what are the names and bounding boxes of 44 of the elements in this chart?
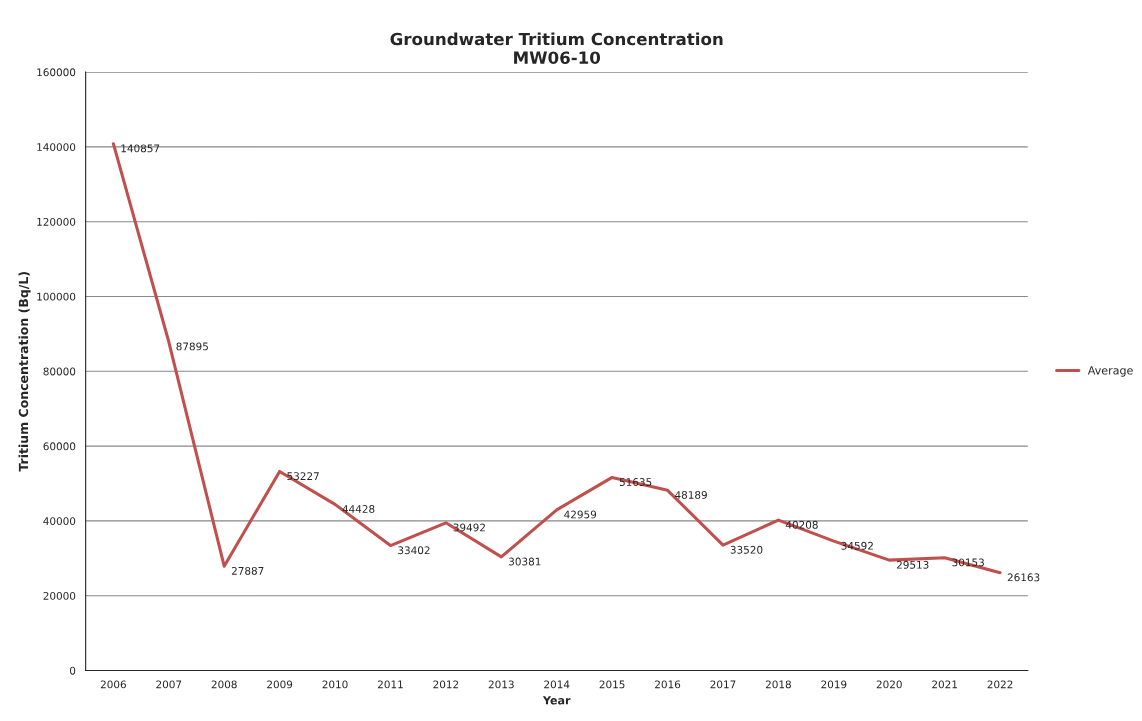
data-label: 140857 [121,144,160,153]
y-tick-label: 40000 [43,517,76,526]
x-tick-label: 2012 [433,680,459,689]
x-axis-title: Year [542,696,571,705]
data-label: 87895 [176,342,208,351]
data-label: 53227 [287,472,319,481]
x-tick-label: 2010 [322,680,348,689]
data-label: 48189 [675,490,707,499]
x-tick-label: 2014 [544,680,570,689]
x-tick-label: 2017 [710,680,736,689]
data-label: 42959 [564,510,597,519]
x-tick-label: 2019 [821,680,847,689]
chart-title: Groundwater Tritium Concentration MW06-10 [390,32,723,64]
data-label: 33520 [730,545,763,554]
x-tick-label: 2015 [599,680,625,689]
data-label: 29513 [896,560,929,569]
x-tick-label: 2006 [100,680,126,689]
x-tick-label: 2018 [765,680,791,689]
x-tick-label: 2022 [987,680,1013,689]
data-label: 26163 [1007,573,1040,582]
x-tick-label: 2013 [488,680,514,689]
x-tick-label: 2020 [876,680,902,689]
line-series [111,142,1002,575]
data-label: 30381 [509,557,541,566]
x-tick-label: 2011 [377,680,403,689]
y-axis-title: Tritium Concentration (Bq/L) [18,272,31,472]
y-tick-label: 100000 [37,292,76,301]
y-tick-label: 20000 [43,591,76,600]
data-label: 44428 [342,505,375,513]
y-tick-label: 120000 [37,217,76,226]
y-tick-label: 140000 [37,143,76,152]
x-tick-label: 2008 [211,680,237,689]
y-tick-label: 0 [69,666,76,675]
data-label: 33402 [398,546,430,555]
y-tick-label: 60000 [43,442,76,451]
x-tick-label: 2016 [655,680,681,689]
x-tick-label: 2007 [156,680,182,689]
y-tick-label: 160000 [37,68,76,77]
x-tick-label: 2009 [267,680,293,689]
data-label: 39492 [453,523,485,532]
y-tick-label: 80000 [43,367,76,376]
legend-label: Average [1087,366,1133,377]
x-tick-label: 2021 [932,680,957,689]
data-label: 27887 [231,566,264,575]
